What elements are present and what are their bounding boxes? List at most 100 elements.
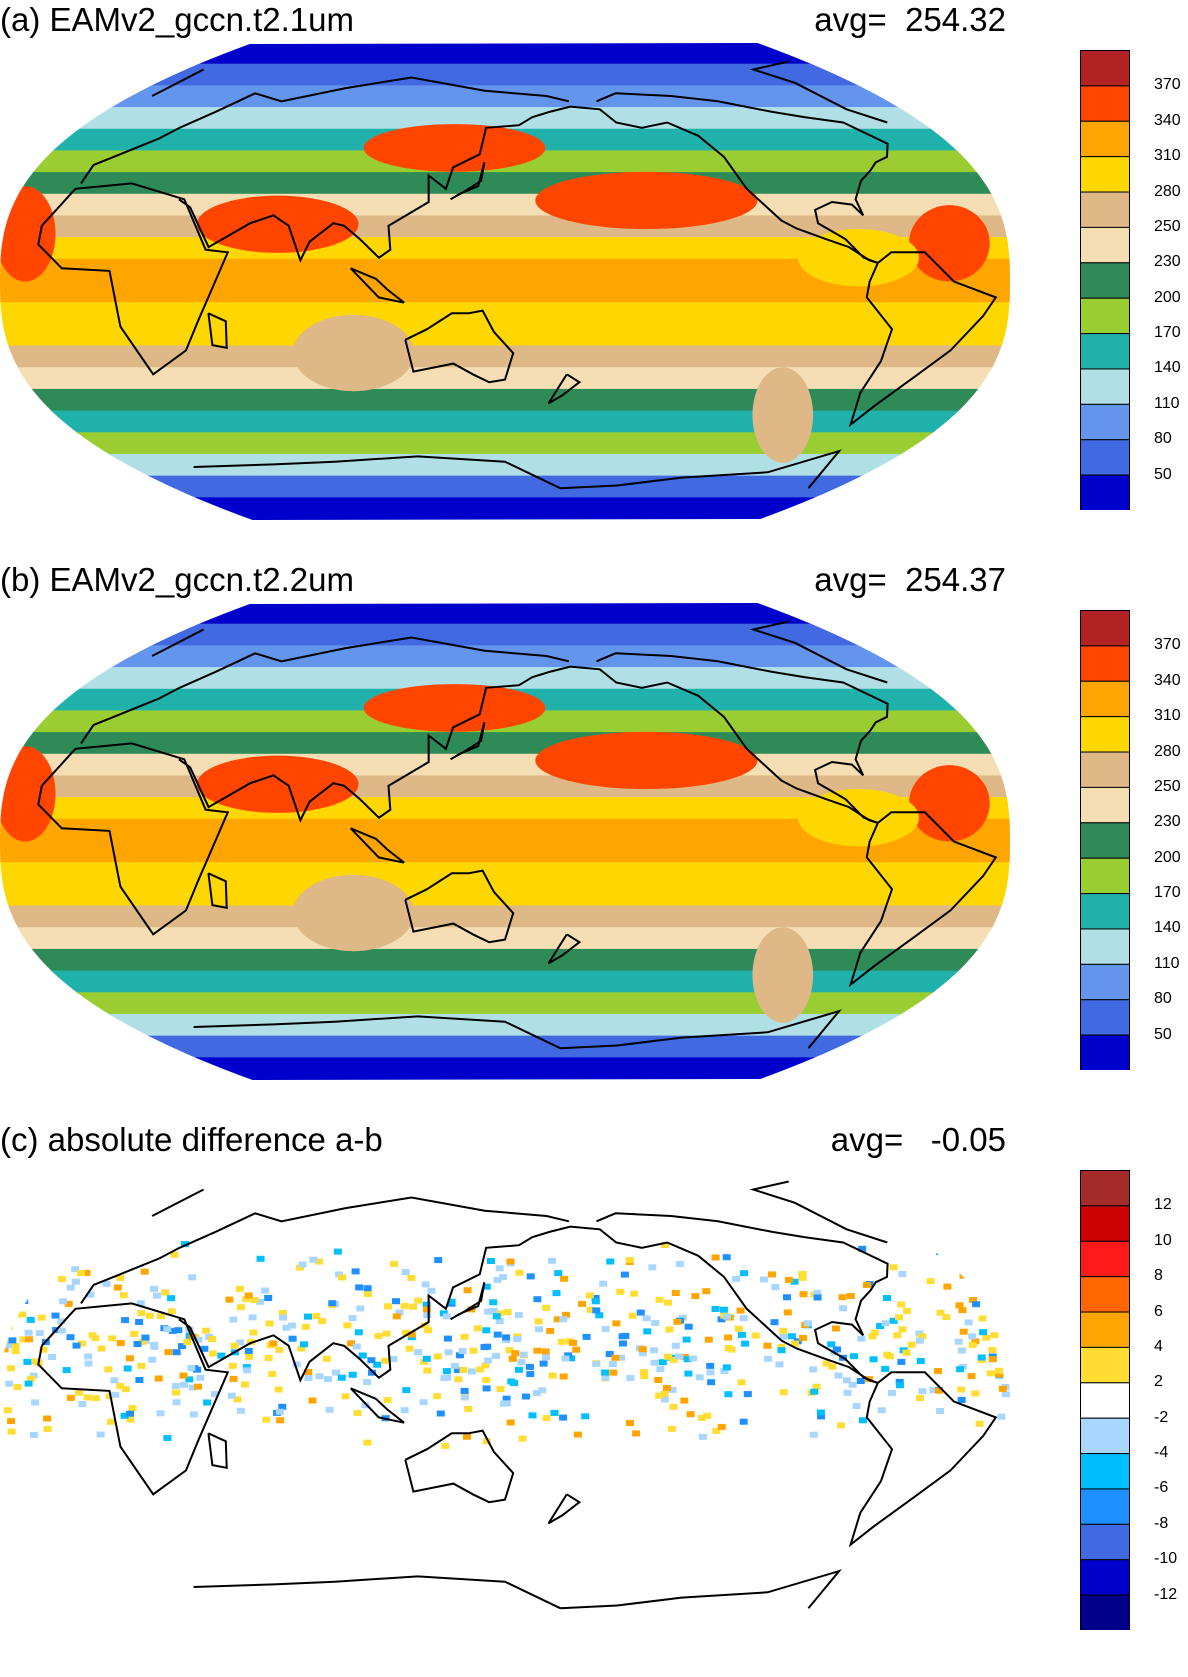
field-band (0, 992, 1010, 1016)
difference-cell (492, 1353, 500, 1359)
difference-cell (464, 1405, 473, 1412)
difference-cell (421, 1322, 429, 1329)
difference-cell (368, 1369, 376, 1376)
difference-cell (592, 1307, 601, 1314)
difference-cell (164, 1349, 173, 1356)
difference-cell (510, 1380, 519, 1387)
difference-cell (315, 1373, 324, 1380)
colorbar-tick-label: 370 (1154, 636, 1181, 654)
difference-cell (962, 1267, 970, 1274)
coastline (178, 1225, 571, 1383)
difference-cell (414, 1297, 423, 1304)
difference-cell (964, 1319, 973, 1326)
difference-cell (236, 1407, 245, 1414)
difference-cell (163, 1326, 172, 1333)
coastline (151, 60, 888, 124)
difference-cell (810, 1388, 819, 1395)
difference-cell (140, 1268, 149, 1275)
difference-cell (483, 1343, 492, 1350)
difference-cell (156, 1410, 165, 1417)
colorbar-swatch (1080, 928, 1130, 965)
difference-cell (502, 1334, 511, 1341)
difference-cell (495, 1318, 504, 1325)
difference-cell (550, 1409, 559, 1416)
difference-cell (534, 1318, 543, 1325)
difference-cell (373, 1361, 382, 1368)
difference-cell (308, 1397, 317, 1404)
difference-cell (347, 1340, 356, 1347)
difference-cell (988, 1347, 997, 1353)
difference-cell (518, 1435, 527, 1442)
colorbar-swatch (1080, 1559, 1130, 1596)
difference-cell (542, 1415, 551, 1421)
difference-cell (541, 1348, 550, 1355)
difference-cell (341, 1393, 350, 1400)
difference-cell (616, 1288, 625, 1295)
colorbar-swatch (1080, 1382, 1130, 1419)
difference-cell (137, 1362, 146, 1369)
colorbar-tick-label: -12 (1154, 1585, 1178, 1603)
difference-cell (868, 1333, 877, 1340)
difference-cell (578, 1300, 587, 1307)
difference-cell (739, 1418, 748, 1425)
difference-cell (244, 1292, 253, 1299)
coastline (349, 827, 405, 864)
difference-cell (19, 1290, 28, 1297)
difference-cell (539, 1360, 548, 1367)
colorbar-swatch (1080, 645, 1130, 682)
difference-cell (888, 1389, 896, 1396)
difference-cell (83, 1394, 92, 1401)
difference-cell (777, 1344, 786, 1350)
difference-cell (484, 1308, 493, 1315)
difference-cell (743, 1391, 752, 1398)
difference-cell (427, 1287, 436, 1294)
difference-cell (990, 1289, 999, 1296)
difference-cell (48, 1354, 57, 1360)
difference-cell (422, 1301, 431, 1308)
difference-cell (591, 1298, 600, 1305)
difference-cell (463, 1433, 471, 1440)
difference-cell (936, 1309, 945, 1316)
difference-cell (300, 1341, 308, 1348)
difference-cell (102, 1280, 111, 1287)
difference-cell (542, 1304, 551, 1311)
difference-cell (706, 1362, 715, 1369)
difference-cell (669, 1356, 678, 1363)
difference-cell (473, 1325, 482, 1332)
difference-cell (322, 1355, 331, 1362)
difference-cell (682, 1336, 691, 1343)
difference-cell (469, 1347, 478, 1354)
difference-cell (459, 1367, 468, 1373)
difference-cell (975, 1420, 984, 1427)
colorbar-tick-label: 310 (1154, 707, 1181, 725)
difference-cell (669, 1403, 678, 1410)
difference-cell (110, 1377, 119, 1384)
colorbar-swatch (1080, 1311, 1130, 1348)
difference-cell (269, 1340, 278, 1347)
difference-cell (526, 1371, 535, 1378)
coastline (570, 1225, 879, 1384)
difference-cell (433, 1353, 442, 1360)
difference-cell (282, 1324, 291, 1331)
difference-cell (482, 1376, 491, 1383)
difference-cell (315, 1258, 323, 1265)
difference-cell (367, 1357, 376, 1364)
difference-cell (211, 1391, 219, 1398)
difference-cell (736, 1307, 745, 1314)
difference-cell (390, 1260, 398, 1267)
difference-cell (137, 1310, 146, 1317)
difference-cell (620, 1271, 629, 1278)
colorbar-swatch (1080, 822, 1130, 859)
difference-cell (971, 1338, 980, 1345)
difference-cell (506, 1258, 515, 1265)
colorbar-swatch (1080, 333, 1130, 370)
difference-cell (196, 1374, 205, 1381)
difference-cell (929, 1387, 938, 1394)
coastline (349, 267, 405, 304)
difference-cell (557, 1338, 566, 1345)
difference-cell (763, 1342, 772, 1349)
difference-cell (66, 1334, 75, 1341)
difference-cell (200, 1345, 209, 1352)
difference-cell (454, 1376, 463, 1383)
difference-cell (120, 1412, 129, 1419)
